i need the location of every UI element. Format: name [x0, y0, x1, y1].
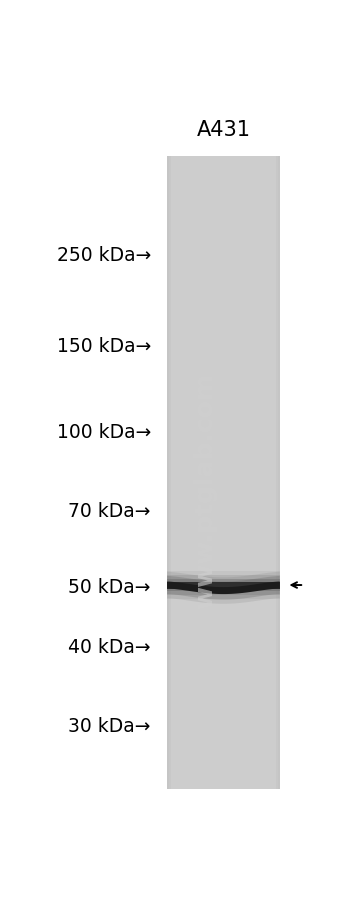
Text: 150 kDa→: 150 kDa→	[56, 337, 151, 356]
Text: 250 kDa→: 250 kDa→	[56, 245, 151, 264]
Polygon shape	[167, 576, 280, 600]
Text: 50 kDa→: 50 kDa→	[68, 577, 151, 596]
Bar	[167, 572, 280, 599]
Bar	[167, 157, 280, 789]
Bar	[167, 157, 170, 789]
Bar	[167, 157, 169, 789]
Text: 70 kDa→: 70 kDa→	[68, 502, 151, 520]
Text: 40 kDa→: 40 kDa→	[68, 637, 151, 656]
Bar	[278, 157, 280, 789]
Text: www.ptglab.com: www.ptglab.com	[193, 373, 217, 608]
Bar	[167, 582, 280, 589]
Text: A431: A431	[196, 120, 251, 140]
Text: 30 kDa→: 30 kDa→	[68, 716, 151, 735]
Polygon shape	[167, 572, 280, 604]
Bar	[167, 579, 280, 592]
Bar	[167, 582, 280, 589]
Bar	[276, 157, 280, 789]
Polygon shape	[167, 582, 280, 594]
Bar	[167, 575, 280, 595]
Text: 100 kDa→: 100 kDa→	[56, 422, 151, 441]
